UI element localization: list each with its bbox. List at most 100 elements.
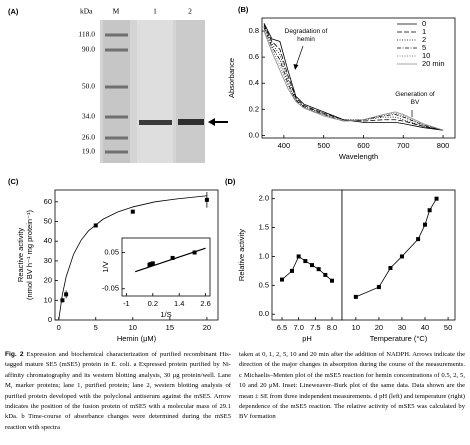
- plot-frame: [341, 189, 456, 321]
- arrow-head: [208, 118, 215, 126]
- caption-text: Expression and biochemical characterizat…: [5, 351, 232, 431]
- panel-label: (B): [238, 5, 249, 14]
- spectrum-line: [263, 23, 444, 131]
- y-axis-label: (nmol BV h⁻¹ mg protein⁻¹): [25, 209, 34, 300]
- caption-left: Fig. 2 Expression and biochemical charac…: [5, 350, 231, 433]
- caption-label: Fig. 2: [5, 351, 24, 358]
- x-tick-label: 600: [357, 141, 370, 150]
- data-point: [388, 266, 393, 270]
- plot-frame: [271, 189, 343, 321]
- legend-label: 20 min: [422, 59, 445, 68]
- y-tick-label: 60: [44, 197, 52, 206]
- y-axis-label: Absorbance: [227, 58, 236, 98]
- lane-label: M: [113, 7, 120, 16]
- annotation: Generation of BV: [395, 91, 435, 106]
- y-tick-label: 0.2: [249, 104, 259, 113]
- gel-lane: [103, 20, 130, 163]
- lane-label: 2: [188, 7, 192, 16]
- y-tick-label: 0.0: [259, 309, 269, 318]
- annotation-arrowhead: [293, 64, 299, 70]
- y-tick-label: 10: [44, 295, 52, 304]
- x-tick-label: 5: [94, 323, 98, 332]
- data-point: [170, 255, 175, 260]
- data-point: [150, 261, 155, 266]
- spectrum-line: [263, 25, 444, 131]
- x-tick-label: 20: [375, 323, 383, 332]
- spectrum-line: [263, 30, 444, 131]
- x-tick-label: 50: [444, 323, 452, 332]
- x-tick-label: -1: [123, 299, 130, 308]
- y-tick-label: 0.6: [249, 52, 259, 61]
- gel-band: [139, 120, 172, 125]
- data-point: [303, 259, 308, 264]
- data-point: [290, 268, 294, 273]
- x-tick-label: 0.2: [148, 299, 158, 308]
- x-axis-label: 1/S: [160, 310, 171, 319]
- legend-label: 1: [422, 27, 426, 36]
- y-tick-label: 0.0: [249, 130, 259, 139]
- y-tick-label: 1.0: [259, 251, 269, 260]
- x-tick-label: 500: [317, 141, 330, 150]
- caption-right: taken at 0, 1, 2, 5, 10 and 20 min after…: [239, 351, 465, 421]
- x-tick-label: 7.5: [310, 323, 320, 332]
- data-point: [434, 196, 439, 201]
- x-axis-label: Hemin (μM): [117, 334, 157, 343]
- x-tick-label: 15: [166, 323, 174, 332]
- data-point: [423, 222, 428, 227]
- y-tick-label: 0: [48, 315, 52, 324]
- spectrum-line: [263, 26, 444, 131]
- gel-band: [178, 119, 204, 125]
- data-point: [192, 250, 197, 255]
- marker-band: [105, 85, 128, 89]
- x-tick-label: 40: [421, 323, 429, 332]
- x-tick-label: 400: [278, 141, 291, 150]
- x-axis-label: Wavelength: [339, 152, 378, 161]
- x-tick-label: 8.0: [327, 323, 337, 332]
- panel-label: (C): [8, 177, 19, 186]
- data-point: [64, 292, 69, 297]
- data-point: [93, 223, 98, 228]
- x-tick-label: 30: [398, 323, 406, 332]
- y-tick-label: 0.05: [104, 247, 119, 256]
- data-point: [60, 298, 65, 303]
- y-tick-label: 1.5: [259, 223, 269, 232]
- y-tick-label: 2.0: [259, 194, 269, 203]
- data-point: [353, 294, 358, 299]
- legend-label: 2: [422, 35, 426, 44]
- data-point: [310, 263, 314, 268]
- x-tick-label: 20: [203, 323, 211, 332]
- data-point: [399, 254, 404, 259]
- marker-band: [105, 115, 128, 119]
- marker-band: [105, 33, 128, 37]
- y-tick-label: 20: [44, 276, 52, 285]
- marker-band: [105, 150, 128, 154]
- y-tick-label: 30: [44, 256, 52, 265]
- y-axis-label: Relative activity: [237, 229, 246, 281]
- data-point: [316, 267, 321, 272]
- x-axis-label: Temperature (°C): [370, 334, 428, 343]
- data-point: [427, 208, 432, 213]
- marker-band: [105, 136, 128, 140]
- y-tick-label: 40: [44, 236, 52, 245]
- y-tick-label: 0.8: [249, 26, 259, 35]
- panel-label: (D): [225, 177, 236, 186]
- y-tick-label: 0.4: [249, 78, 259, 87]
- gel-lane: [176, 20, 205, 163]
- gel-lane: [137, 20, 173, 163]
- unit-label: kDa: [80, 7, 93, 16]
- data-point: [416, 237, 421, 242]
- data-point: [204, 197, 209, 202]
- x-axis-label: pH: [302, 334, 312, 343]
- y-tick-label: 50: [44, 216, 52, 225]
- data-point: [130, 209, 135, 214]
- data-point: [280, 277, 284, 282]
- lane-label: 1: [153, 7, 157, 16]
- panel-label: (A): [8, 7, 19, 16]
- x-tick-label: 10: [352, 323, 360, 332]
- marker-band: [105, 48, 128, 52]
- x-tick-label: 700: [397, 141, 410, 150]
- legend-label: 0: [422, 19, 426, 28]
- data-line: [355, 198, 437, 298]
- y-tick-label: -0.05: [102, 284, 119, 293]
